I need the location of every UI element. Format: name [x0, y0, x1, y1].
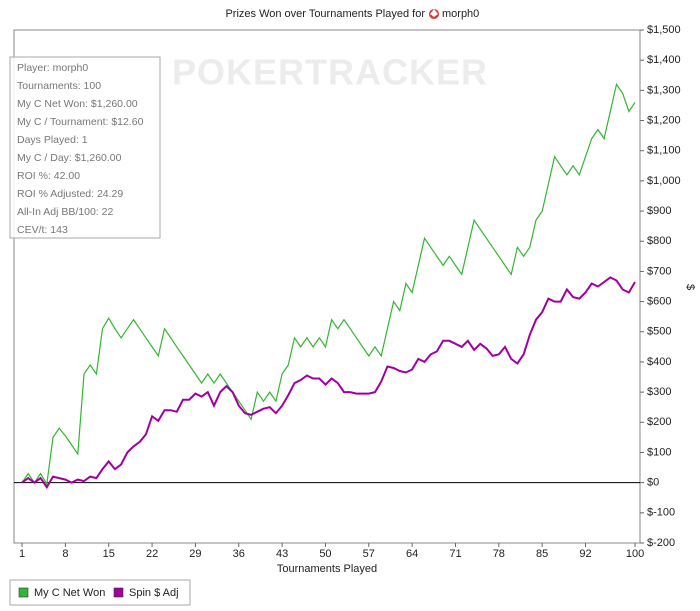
x-tick-label: 85 — [536, 548, 548, 560]
stats-line: CEV/t: 143 — [17, 224, 68, 236]
chart-title-player: morph0 — [442, 8, 479, 20]
x-tick-label: 22 — [146, 548, 158, 560]
x-tick-label: 64 — [406, 548, 418, 560]
series-line — [21, 82, 636, 487]
y-tick-label: $1,500 — [647, 24, 681, 36]
stats-line: My C / Tournament: $12.60 — [17, 116, 144, 128]
y-tick-label: $1,200 — [647, 114, 681, 126]
legend-swatch — [18, 587, 29, 598]
spade-icon — [429, 9, 439, 19]
stats-line: ROI %: 42.00 — [17, 170, 80, 182]
y-tick-label: $700 — [647, 265, 671, 277]
x-tick-label: 92 — [579, 548, 591, 560]
y-tick-label: $-100 — [647, 507, 675, 519]
y-tick-label: $0 — [647, 477, 659, 489]
x-tick-label: 8 — [62, 548, 68, 560]
y-tick-label: $600 — [647, 295, 671, 307]
y-tick-label: $500 — [647, 326, 671, 338]
x-tick-label: 57 — [363, 548, 375, 560]
stats-line: Days Played: 1 — [17, 134, 88, 146]
plot-frame — [13, 29, 641, 544]
legend-label: Spin $ Adj — [129, 587, 179, 599]
y-axis-label: $ — [684, 284, 696, 290]
y-tick-label: $100 — [647, 446, 671, 458]
x-tick-label: 100 — [626, 548, 644, 560]
y-tick-label: $1,100 — [647, 145, 681, 157]
x-tick-label: 15 — [103, 548, 115, 560]
x-tick-label: 36 — [233, 548, 245, 560]
x-axis-label: Tournaments Played — [277, 563, 377, 575]
y-tick-label: $200 — [647, 416, 671, 428]
x-tick-label: 50 — [319, 548, 331, 560]
x-tick-label: 1 — [19, 548, 25, 560]
y-tick-label: $1,000 — [647, 175, 681, 187]
stats-box — [9, 56, 161, 239]
legend-box — [9, 579, 191, 606]
stats-line: ROI % Adjusted: 24.29 — [17, 188, 123, 200]
y-tick-label: $1,400 — [647, 54, 681, 66]
legend-swatch — [113, 587, 124, 598]
stats-line: Player: morph0 — [17, 62, 88, 74]
y-tick-label: $-200 — [647, 537, 675, 549]
chart-title: Prizes Won over Tournaments Played for — [225, 8, 425, 20]
y-tick-label: $900 — [647, 205, 671, 217]
x-tick-label: 71 — [449, 548, 461, 560]
x-tick-label: 78 — [493, 548, 505, 560]
watermark: POKERTRACKER — [172, 52, 488, 93]
y-tick-label: $400 — [647, 356, 671, 368]
stats-line: My C Net Won: $1,260.00 — [17, 98, 138, 110]
x-tick-label: 43 — [276, 548, 288, 560]
y-tick-label: $300 — [647, 386, 671, 398]
series-line — [21, 276, 636, 490]
stats-line: My C / Day: $1,260.00 — [17, 152, 122, 164]
x-tick-label: 29 — [189, 548, 201, 560]
y-tick-label: $800 — [647, 235, 671, 247]
stats-line: All-In Adj BB/100: 22 — [17, 206, 113, 218]
legend-label: My C Net Won — [34, 587, 105, 599]
stats-line: Tournaments: 100 — [17, 80, 101, 92]
y-tick-label: $1,300 — [647, 84, 681, 96]
